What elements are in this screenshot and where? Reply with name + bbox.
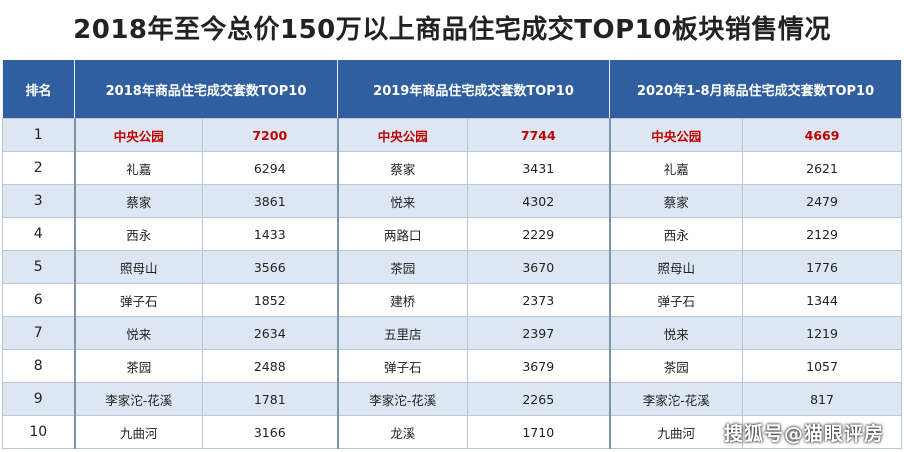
value-cell-2019: 4302 (467, 184, 611, 218)
header-rank: 排名 (2, 60, 75, 119)
value-cell-2018: 3566 (201, 250, 339, 284)
value-cell-2018: 1852 (201, 283, 339, 317)
value-cell-2019: 1710 (467, 415, 611, 449)
page-title: 2018年至今总价150万以上商品住宅成交TOP10板块销售情况 (73, 15, 831, 45)
value-cell-2018: 6294 (201, 151, 339, 185)
table-row: 10 九曲河 3166 龙溪 1710 九曲河 (2, 415, 903, 449)
name-cell-2018: 中央公园 (73, 118, 203, 152)
name-cell-2019: 弹子石 (336, 349, 469, 383)
value-cell-2020: 1776 (742, 250, 903, 284)
value-cell-2020: 1057 (742, 349, 903, 383)
rank-cell: 6 (2, 283, 75, 317)
name-cell-2019: 李家沱-花溪 (336, 382, 469, 416)
name-cell-2020: 礼嘉 (608, 151, 744, 185)
table-row: 4 西永 1433 两路口 2229 西永 2129 (2, 217, 903, 251)
ranking-table: 排名 2018年商品住宅成交套数TOP10 2019年商品住宅成交套数TOP10… (2, 60, 903, 449)
header-2018: 2018年商品住宅成交套数TOP10 (73, 60, 339, 119)
value-cell-2020: 1219 (742, 316, 903, 350)
value-cell-2019: 2373 (467, 283, 611, 317)
name-cell-2020: 九曲河 (608, 415, 744, 449)
watermark: 搜狐号@猫眼评房 (723, 423, 884, 445)
name-cell-2018: 九曲河 (73, 415, 203, 449)
name-cell-2019: 悦来 (336, 184, 469, 218)
table-row: 2 礼嘉 6294 蔡家 3431 礼嘉 2621 (2, 151, 903, 185)
name-cell-2018: 悦来 (73, 316, 203, 350)
value-cell-2018: 7200 (201, 118, 339, 152)
name-cell-2019: 中央公园 (336, 118, 469, 152)
name-cell-2019: 建桥 (336, 283, 469, 317)
name-cell-2020: 照母山 (608, 250, 744, 284)
value-cell-2019: 3679 (467, 349, 611, 383)
value-cell-2018: 1433 (201, 217, 339, 251)
value-cell-2018: 2634 (201, 316, 339, 350)
name-cell-2018: 弹子石 (73, 283, 203, 317)
value-cell-2019: 3670 (467, 250, 611, 284)
table-row: 9 李家沱-花溪 1781 李家沱-花溪 2265 李家沱-花溪 817 (2, 382, 903, 416)
value-cell-2018: 2488 (201, 349, 339, 383)
name-cell-2018: 照母山 (73, 250, 203, 284)
value-cell-2020: 817 (742, 382, 903, 416)
rank-cell: 2 (2, 151, 75, 185)
value-cell-2020: 2129 (742, 217, 903, 251)
value-cell-2019: 3431 (467, 151, 611, 185)
name-cell-2020: 茶园 (608, 349, 744, 383)
value-cell-2020: 2479 (742, 184, 903, 218)
rank-cell: 5 (2, 250, 75, 284)
name-cell-2020: 西永 (608, 217, 744, 251)
name-cell-2018: 蔡家 (73, 184, 203, 218)
table-row: 7 悦来 2634 五里店 2397 悦来 1219 (2, 316, 903, 350)
value-cell-2020: 1344 (742, 283, 903, 317)
value-cell-2019: 2397 (467, 316, 611, 350)
rank-cell: 7 (2, 316, 75, 350)
name-cell-2020: 悦来 (608, 316, 744, 350)
name-cell-2019: 蔡家 (336, 151, 469, 185)
table-body: 1 中央公园 7200 中央公园 7744 中央公园 4669 2 礼嘉 6294 蔡家 3431 礼嘉… (2, 118, 903, 449)
table-row: 3 蔡家 3861 悦来 4302 蔡家 2479 (2, 184, 903, 218)
rank-cell: 8 (2, 349, 75, 383)
value-cell-2020: 2621 (742, 151, 903, 185)
name-cell-2020: 李家沱-花溪 (608, 382, 744, 416)
value-cell-2019: 2229 (467, 217, 611, 251)
header-row: 排名 2018年商品住宅成交套数TOP10 2019年商品住宅成交套数TOP10… (2, 60, 903, 119)
name-cell-2019: 龙溪 (336, 415, 469, 449)
value-cell-2020 (742, 415, 903, 449)
header-2020: 2020年1-8月商品住宅成交套数TOP10 (609, 60, 903, 119)
table-row: 8 茶园 2488 弹子石 3679 茶园 1057 (2, 349, 903, 383)
value-cell-2018: 3861 (201, 184, 339, 218)
table-row: 5 照母山 3566 茶园 3670 照母山 1776 (2, 250, 903, 284)
name-cell-2018: 茶园 (73, 349, 203, 383)
value-cell-2018: 1781 (201, 382, 339, 416)
header-2019: 2019年商品住宅成交套数TOP10 (337, 60, 611, 119)
name-cell-2019: 两路口 (336, 217, 469, 251)
table-row: 6 弹子石 1852 建桥 2373 弹子石 1344 (2, 283, 903, 317)
rank-cell: 10 (2, 415, 75, 449)
rank-cell: 9 (2, 382, 75, 416)
name-cell-2020: 蔡家 (608, 184, 744, 218)
name-cell-2018: 西永 (73, 217, 203, 251)
value-cell-2018: 3166 (201, 415, 339, 449)
name-cell-2020: 中央公园 (608, 118, 744, 152)
name-cell-2018: 李家沱-花溪 (73, 382, 203, 416)
rank-cell: 4 (2, 217, 75, 251)
table-row: 1 中央公园 7200 中央公园 7744 中央公园 4669 (2, 118, 903, 152)
value-cell-2019: 7744 (467, 118, 611, 152)
name-cell-2020: 弹子石 (608, 283, 744, 317)
name-cell-2018: 礼嘉 (73, 151, 203, 185)
value-cell-2019: 2265 (467, 382, 611, 416)
name-cell-2019: 茶园 (336, 250, 469, 284)
rank-cell: 3 (2, 184, 75, 218)
rank-cell: 1 (2, 118, 75, 152)
name-cell-2019: 五里店 (336, 316, 469, 350)
value-cell-2020: 4669 (742, 118, 903, 152)
